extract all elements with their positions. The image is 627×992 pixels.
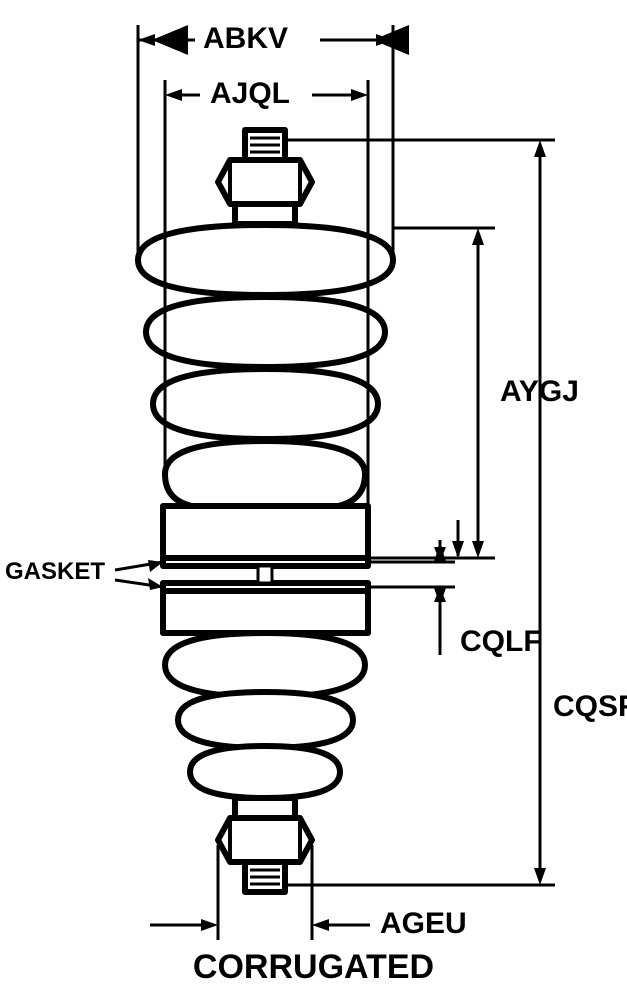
label-ageu: AGEU [380,907,467,941]
label-cqlf: CQLF [460,625,542,659]
label-abkv: ABKV [203,22,288,56]
label-ajql: AJQL [210,77,290,111]
diagram-svg [0,0,627,992]
label-cqsf: CQSF [553,690,627,724]
label-aygj: AYGJ [500,375,579,409]
diagram-title: CORRUGATED [0,948,627,987]
label-gasket: GASKET [5,558,105,586]
diagram-container: { "diagram": { "title": "CORRUGATED", "t… [0,0,627,992]
